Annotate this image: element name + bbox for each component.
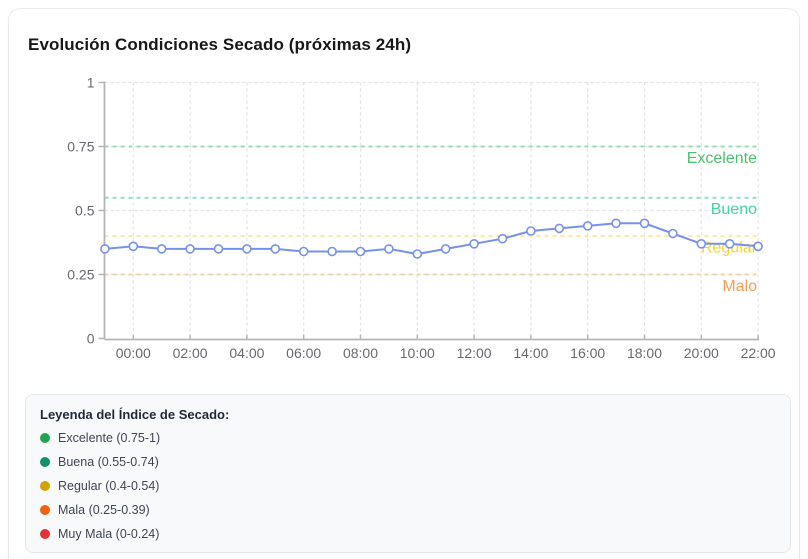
- legend-item-label: Muy Mala (0-0.24): [58, 527, 160, 541]
- x-tick-label: 08:00: [343, 345, 378, 361]
- legend-item: Excelente (0.75-1): [40, 429, 776, 447]
- y-tick-label: 0.75: [67, 139, 94, 155]
- x-tick-label: 16:00: [570, 345, 605, 361]
- data-point[interactable]: [412, 249, 423, 259]
- legend-item-label: Mala (0.25-0.39): [58, 503, 150, 517]
- threshold-label-excelente: Excelente: [687, 150, 757, 167]
- data-point[interactable]: [469, 239, 479, 249]
- data-point[interactable]: [242, 244, 252, 254]
- x-tick-label: 18:00: [627, 345, 662, 361]
- legend-item-label: Excelente (0.75-1): [58, 431, 161, 445]
- y-tick-label: 1: [87, 75, 95, 91]
- data-point[interactable]: [497, 233, 508, 244]
- legend-item-label: Buena (0.55-0.74): [58, 455, 159, 469]
- data-point[interactable]: [611, 218, 621, 229]
- y-tick-label: 0.25: [67, 267, 94, 283]
- y-tick-label: 0.5: [75, 203, 95, 219]
- legend-color-dot: [40, 433, 50, 443]
- data-point[interactable]: [526, 226, 536, 236]
- x-tick-label: 20:00: [684, 345, 719, 361]
- legend-box: Leyenda del Índice de Secado: Excelente …: [25, 394, 791, 553]
- data-point[interactable]: [384, 244, 394, 254]
- page-title: Evolución Condiciones Secado (próximas 2…: [28, 35, 412, 54]
- data-point[interactable]: [270, 244, 281, 254]
- legend-color-dot: [40, 457, 50, 467]
- x-tick-label: 22:00: [741, 345, 776, 361]
- legend-color-dot: [40, 505, 50, 515]
- x-tick-label: 10:00: [400, 345, 435, 361]
- legend-color-dot: [40, 529, 50, 539]
- data-point[interactable]: [696, 239, 707, 249]
- threshold-label-malo: Malo: [722, 278, 757, 295]
- data-point[interactable]: [213, 244, 224, 254]
- legend-item: Muy Mala (0-0.24): [40, 525, 776, 543]
- drying-conditions-card: Evolución Condiciones Secado (próximas 2…: [8, 8, 800, 559]
- x-tick-label: 14:00: [513, 345, 548, 361]
- legend-items: Excelente (0.75-1) Buena (0.55-0.74) Regul…: [40, 429, 776, 543]
- legend-title: Leyenda del Índice de Secado:: [40, 407, 230, 422]
- x-tick-label: 06:00: [286, 345, 321, 361]
- data-point[interactable]: [298, 246, 309, 257]
- x-tick-label: 12:00: [457, 345, 492, 361]
- data-point[interactable]: [185, 244, 195, 254]
- legend-color-dot: [40, 481, 50, 491]
- legend-item: Buena (0.55-0.74): [40, 453, 776, 471]
- data-line: [103, 222, 760, 255]
- data-point[interactable]: [639, 218, 650, 229]
- legend-item-label: Regular (0.4-0.54): [58, 479, 160, 493]
- data-point[interactable]: [724, 239, 735, 249]
- data-point[interactable]: [355, 246, 366, 257]
- x-tick-label: 02:00: [173, 345, 208, 361]
- data-point[interactable]: [753, 241, 763, 252]
- x-tick-label: 04:00: [229, 345, 264, 361]
- data-point[interactable]: [582, 221, 593, 231]
- data-point[interactable]: [554, 223, 565, 234]
- x-tick-label: 00:00: [116, 345, 151, 361]
- data-point[interactable]: [128, 241, 139, 252]
- threshold-label-bueno: Bueno: [711, 201, 757, 218]
- legend-item: Mala (0.25-0.39): [40, 501, 776, 519]
- data-point[interactable]: [327, 246, 337, 257]
- data-point[interactable]: [100, 244, 110, 254]
- data-point[interactable]: [440, 244, 451, 254]
- data-point[interactable]: [668, 228, 678, 239]
- drying-conditions-chart[interactable]: 0 0.25 0.5 0.75 1 00:00 02:00 04:00 06:00 08:00 10…: [0, 0, 808, 378]
- y-tick-label: 0: [87, 331, 95, 347]
- data-point[interactable]: [156, 244, 167, 254]
- legend-item: Regular (0.4-0.54): [40, 477, 776, 495]
